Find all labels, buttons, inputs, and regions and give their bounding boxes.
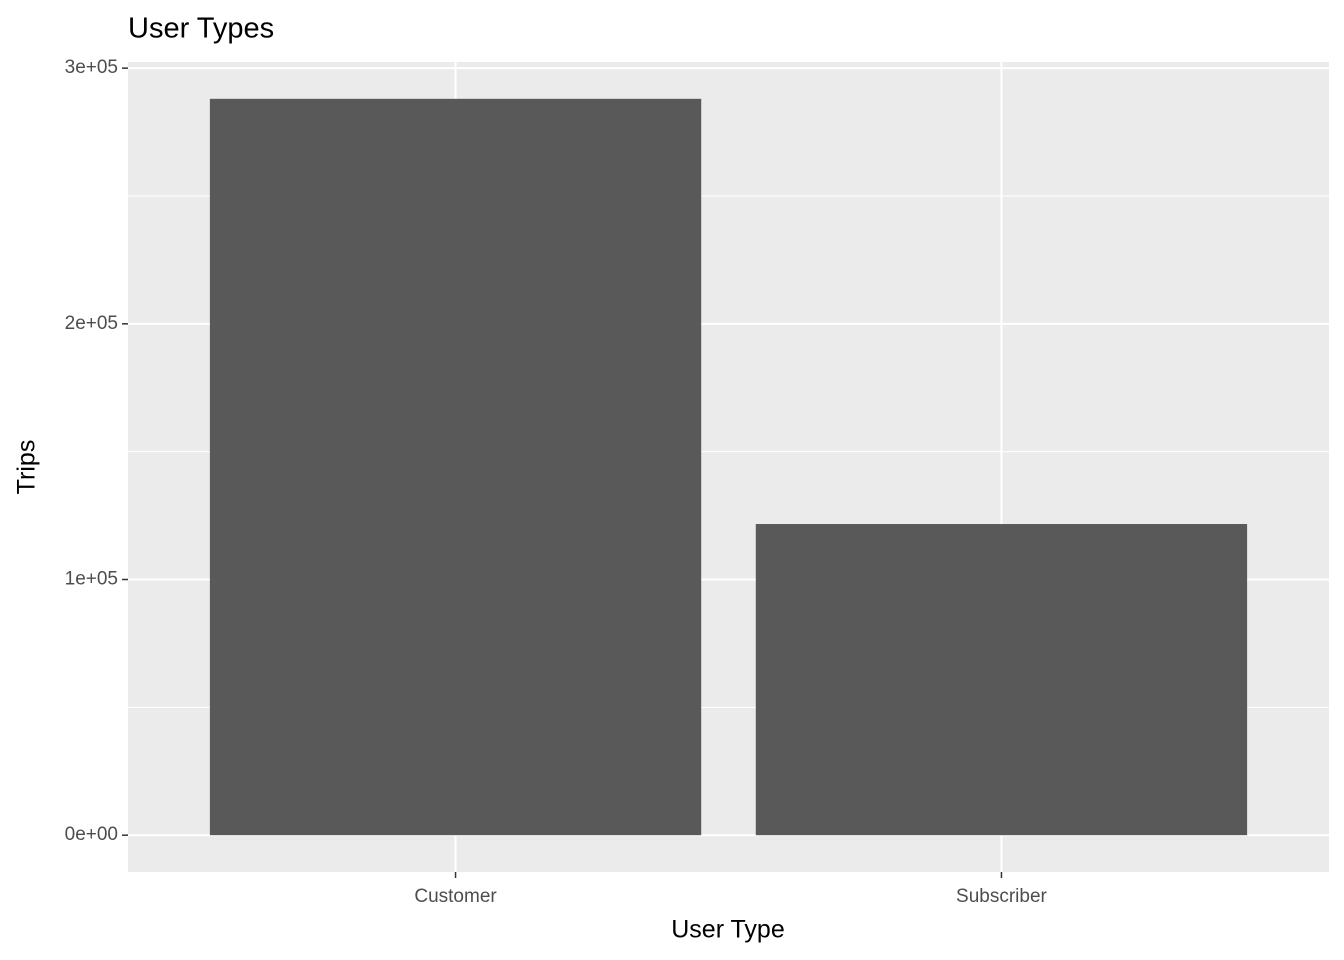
bar xyxy=(209,98,702,836)
y-tick-label: 0e+00 xyxy=(65,824,118,845)
x-tick-label: Customer xyxy=(414,886,497,907)
x-axis-label: User Type xyxy=(671,916,784,944)
y-axis-label: Trips xyxy=(13,440,41,495)
y-tick-label: 2e+05 xyxy=(65,313,118,334)
x-tick-label: Subscriber xyxy=(956,886,1047,907)
chart-title: User Types xyxy=(128,13,274,45)
y-tick-label: 1e+05 xyxy=(65,569,118,590)
y-tick-label: 3e+05 xyxy=(65,57,118,78)
bar xyxy=(755,524,1248,836)
